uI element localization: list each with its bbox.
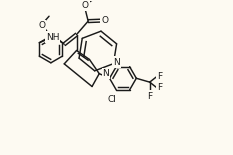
Text: Cl: Cl — [107, 95, 116, 104]
Text: F: F — [157, 72, 162, 81]
Text: O: O — [101, 16, 108, 25]
Text: O: O — [38, 21, 45, 30]
Text: N: N — [113, 58, 120, 66]
Text: NH: NH — [46, 33, 59, 42]
Text: F: F — [157, 83, 162, 92]
Text: O: O — [82, 1, 89, 10]
Text: N: N — [103, 69, 109, 78]
Text: F: F — [147, 92, 152, 101]
